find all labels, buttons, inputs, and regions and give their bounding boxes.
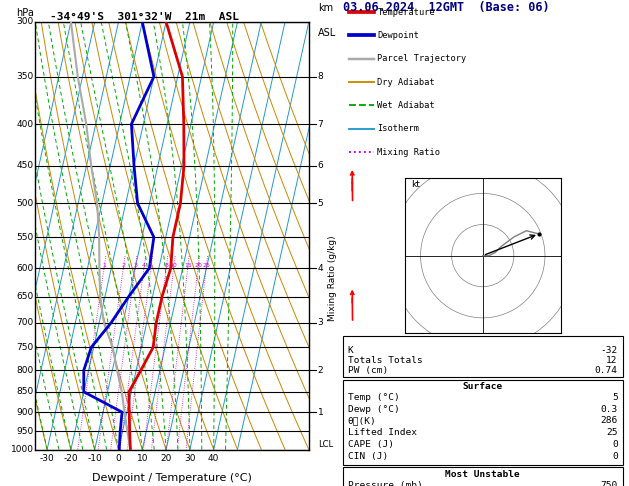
Text: 550: 550 [16,233,34,242]
Text: 2: 2 [318,366,323,375]
Text: 286: 286 [601,417,618,425]
Text: -34°49'S  301°32'W  21m  ASL: -34°49'S 301°32'W 21m ASL [50,12,239,22]
Text: 4: 4 [318,263,323,273]
Text: 1000: 1000 [11,445,34,454]
Text: Temperature: Temperature [377,8,435,17]
Text: Dewpoint: Dewpoint [377,31,420,40]
Text: 40: 40 [208,454,220,463]
Text: Parcel Trajectory: Parcel Trajectory [377,54,467,63]
Text: 03.06.2024  12GMT  (Base: 06): 03.06.2024 12GMT (Base: 06) [343,1,549,14]
Text: Dry Adiabat: Dry Adiabat [377,78,435,87]
Text: 0: 0 [116,454,121,463]
Text: 25: 25 [606,428,618,437]
Text: Lifted Index: Lifted Index [348,428,417,437]
Text: -20: -20 [64,454,78,463]
Text: Temp (°C): Temp (°C) [348,393,399,402]
Text: Surface: Surface [463,382,503,391]
Text: 2: 2 [121,263,125,268]
Text: 350: 350 [16,72,34,81]
Text: 750: 750 [16,343,34,352]
Text: 750: 750 [601,481,618,486]
Text: 5: 5 [612,393,618,402]
Text: ASL: ASL [318,28,336,38]
Text: 3: 3 [133,263,137,268]
Text: 30: 30 [184,454,196,463]
Text: 4: 4 [142,263,146,268]
Text: km: km [318,3,333,13]
Text: CIN (J): CIN (J) [348,452,388,461]
Text: 5: 5 [318,199,323,208]
Text: 7: 7 [318,120,323,129]
Text: 450: 450 [17,161,34,171]
Text: LCL: LCL [318,440,333,449]
Text: 800: 800 [16,366,34,375]
Text: 900: 900 [16,408,34,417]
Text: 0.3: 0.3 [601,405,618,414]
Text: Mixing Ratio: Mixing Ratio [377,148,440,156]
Text: 5: 5 [149,263,153,268]
Text: 10: 10 [170,263,177,268]
Text: CAPE (J): CAPE (J) [348,440,394,449]
Text: 850: 850 [16,387,34,396]
Text: 0: 0 [612,452,618,461]
Text: kt: kt [411,180,420,189]
Text: 20: 20 [194,263,202,268]
Text: 950: 950 [16,427,34,436]
Text: 8: 8 [164,263,168,268]
Text: Dewp (°C): Dewp (°C) [348,405,399,414]
Text: 3: 3 [318,318,323,328]
Text: Isotherm: Isotherm [377,124,420,133]
Text: hPa: hPa [16,8,34,17]
Text: 20: 20 [160,454,172,463]
Text: K: K [348,346,353,355]
Text: 1: 1 [318,408,323,417]
Text: 1: 1 [102,263,106,268]
Text: PW (cm): PW (cm) [348,366,388,375]
Text: 650: 650 [16,292,34,301]
Text: -30: -30 [40,454,55,463]
Text: -32: -32 [601,346,618,355]
Text: Totals Totals: Totals Totals [348,356,423,365]
Text: 25: 25 [202,263,210,268]
Text: 8: 8 [318,72,323,81]
Text: Mixing Ratio (g/kg): Mixing Ratio (g/kg) [328,236,337,321]
Text: Wet Adiabat: Wet Adiabat [377,101,435,110]
Text: Most Unstable: Most Unstable [445,470,520,479]
Text: Pressure (mb): Pressure (mb) [348,481,423,486]
Text: 600: 600 [16,263,34,273]
Text: 400: 400 [17,120,34,129]
Text: 6: 6 [318,161,323,171]
Text: 15: 15 [184,263,192,268]
Text: 12: 12 [606,356,618,365]
Text: 300: 300 [16,17,34,26]
Text: 0: 0 [612,440,618,449]
Text: Dewpoint / Temperature (°C): Dewpoint / Temperature (°C) [92,473,252,483]
Text: 10: 10 [136,454,148,463]
Text: θᴄ(K): θᴄ(K) [348,417,377,425]
Text: 700: 700 [16,318,34,328]
Text: 0.74: 0.74 [594,366,618,375]
Text: -10: -10 [87,454,102,463]
Text: 500: 500 [16,199,34,208]
